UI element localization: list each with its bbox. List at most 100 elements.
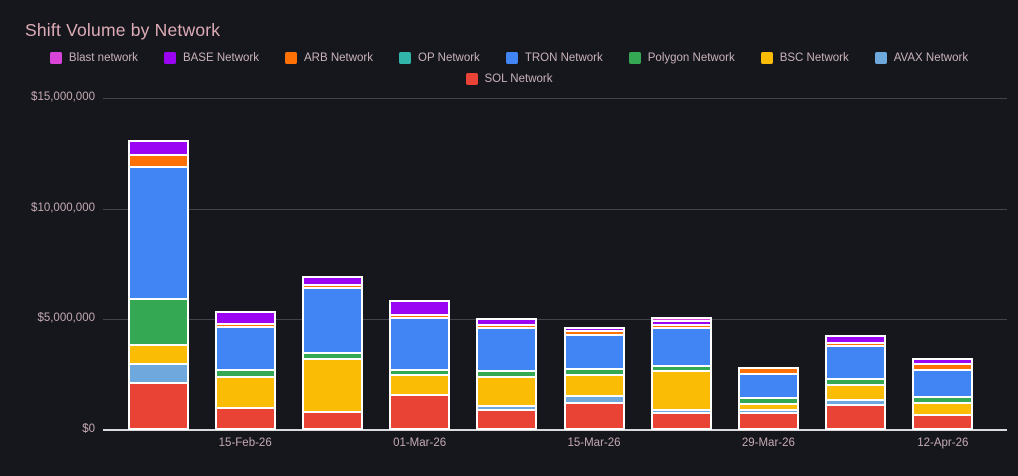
legend-swatch-arb-network — [285, 52, 297, 64]
bar-segment-avax-network[interactable] — [129, 363, 187, 383]
bar-segment-avax-network[interactable] — [739, 408, 797, 412]
legend-label: AVAX Network — [893, 52, 969, 64]
bar-segment-base-network[interactable] — [914, 358, 972, 363]
stacked-bar-4[interactable] — [389, 300, 451, 430]
legend-item-polygon-network[interactable]: Polygon Network — [628, 52, 735, 64]
legend-swatch-avax-network — [874, 52, 887, 64]
y-tick-label: $10,000,000 — [31, 201, 95, 214]
bar-segment-tron-network[interactable] — [129, 165, 187, 299]
bar-segment-tron-network[interactable] — [303, 287, 361, 353]
bar-segment-avax-network[interactable] — [478, 404, 536, 409]
stacked-bar-3[interactable] — [301, 276, 363, 430]
bar-segment-arb-network[interactable] — [652, 323, 710, 327]
bar-segment-sol-network[interactable] — [914, 414, 972, 428]
bar-segment-polygon-network[interactable] — [478, 370, 536, 377]
bar-segment-polygon-network[interactable] — [914, 396, 972, 403]
bar-segment-base-network[interactable] — [565, 326, 623, 331]
bar-segment-sol-network[interactable] — [216, 406, 274, 428]
legend-label: Polygon Network — [647, 52, 735, 64]
legend-item-blast-network[interactable]: Blast network — [49, 52, 138, 64]
bar-segment-bsc-network[interactable] — [565, 374, 623, 396]
bar-segment-polygon-network[interactable] — [391, 368, 449, 375]
bar-segment-base-network[interactable] — [129, 140, 187, 154]
bar-segment-avax-network[interactable] — [652, 408, 710, 413]
stacked-bar-8[interactable] — [737, 366, 799, 430]
stacked-bar-7[interactable] — [650, 317, 712, 430]
bar-segment-sol-network[interactable] — [391, 394, 449, 428]
bar-segment-base-network[interactable] — [478, 318, 536, 324]
bar-segment-sol-network[interactable] — [129, 382, 187, 428]
bar-segment-sol-network[interactable] — [303, 410, 361, 428]
legend-item-tron-network[interactable]: TRON Network — [505, 52, 603, 64]
bar-segment-polygon-network[interactable] — [827, 377, 885, 384]
stacked-bar-2[interactable] — [214, 311, 276, 430]
bar-segment-polygon-network[interactable] — [129, 298, 187, 344]
bar-segment-avax-network[interactable] — [565, 395, 623, 403]
bar-segment-base-network[interactable] — [827, 334, 885, 342]
bar-segment-sol-network[interactable] — [739, 411, 797, 428]
bar-segment-arb-network[interactable] — [129, 153, 187, 166]
legend-item-op-network[interactable]: OP Network — [399, 52, 480, 64]
bar-segment-arb-network[interactable] — [478, 323, 536, 327]
bar-segment-sol-network[interactable] — [827, 404, 885, 428]
bar-segment-bsc-network[interactable] — [827, 383, 885, 399]
bar-segment-arb-network[interactable] — [739, 366, 797, 374]
stacked-bar-5[interactable] — [476, 318, 538, 430]
bar-segment-tron-network[interactable] — [827, 344, 885, 378]
bar-segment-bsc-network[interactable] — [129, 343, 187, 364]
bar-segment-arb-network[interactable] — [565, 330, 623, 335]
legend-item-arb-network[interactable]: ARB Network — [285, 52, 373, 64]
y-tick-label: $15,000,000 — [31, 91, 95, 103]
legend-item-sol-network[interactable]: SOL Network — [465, 73, 553, 85]
bar-segment-base-network[interactable] — [216, 311, 274, 323]
bar-segment-arb-network[interactable] — [827, 341, 885, 345]
legend-item-bsc-network[interactable]: BSC Network — [760, 52, 849, 64]
y-tick-label: $5,000,000 — [37, 312, 95, 324]
legend-label: SOL Network — [484, 73, 553, 85]
bar-segment-bsc-network[interactable] — [652, 370, 710, 409]
bar-segment-sol-network[interactable] — [565, 402, 623, 428]
legend-label: Blast network — [68, 52, 138, 64]
bar-segment-bsc-network[interactable] — [216, 375, 274, 407]
bar-segment-base-network[interactable] — [391, 300, 449, 314]
bar-segment-base-network[interactable] — [303, 276, 361, 285]
bar-segment-polygon-network[interactable] — [565, 368, 623, 375]
bar-segment-polygon-network[interactable] — [652, 364, 710, 371]
stacked-bar-1[interactable] — [127, 140, 189, 430]
stacked-bar-10[interactable] — [912, 358, 974, 430]
bar-segment-bsc-network[interactable] — [739, 402, 797, 409]
legend-item-base-network[interactable]: BASE Network — [163, 52, 259, 64]
bar-segment-sol-network[interactable] — [478, 408, 536, 428]
legend-swatch-polygon-network — [628, 52, 641, 64]
bar-segment-arb-network[interactable] — [303, 284, 361, 288]
bar-segment-arb-network[interactable] — [391, 313, 449, 318]
stacked-bar-9[interactable] — [825, 334, 887, 430]
bar-segment-bsc-network[interactable] — [478, 376, 536, 405]
bar-segment-avax-network[interactable] — [827, 398, 885, 405]
bar-segment-polygon-network[interactable] — [739, 397, 797, 403]
x-tick-label: 12-Apr-26 — [917, 437, 969, 449]
bar-segment-polygon-network[interactable] — [303, 352, 361, 358]
legend-swatch-blast-network — [49, 52, 62, 64]
bar-segment-base-network[interactable] — [652, 320, 710, 324]
bar-segment-tron-network[interactable] — [914, 368, 972, 397]
legend-label: BSC Network — [779, 52, 849, 64]
bar-segment-tron-network[interactable] — [478, 326, 536, 371]
bar-segment-arb-network[interactable] — [914, 362, 972, 369]
bar-segment-arb-network[interactable] — [216, 322, 274, 326]
bar-segment-bsc-network[interactable] — [391, 374, 449, 395]
stacked-bar-6[interactable] — [563, 326, 625, 430]
legend-swatch-base-network — [163, 52, 176, 64]
legend-item-avax-network[interactable]: AVAX Network — [874, 52, 969, 64]
bar-segment-tron-network[interactable] — [652, 326, 710, 365]
bar-segment-tron-network[interactable] — [565, 334, 623, 369]
bar-segment-bsc-network[interactable] — [303, 357, 361, 411]
legend-swatch-sol-network — [465, 73, 478, 85]
bar-segment-tron-network[interactable] — [739, 373, 797, 398]
bar-segment-tron-network[interactable] — [216, 325, 274, 369]
bar-segment-sol-network[interactable] — [652, 412, 710, 428]
bar-segment-tron-network[interactable] — [391, 317, 449, 369]
bar-segment-polygon-network[interactable] — [216, 368, 274, 376]
bar-segment-blast-network[interactable] — [652, 317, 710, 321]
bar-segment-bsc-network[interactable] — [914, 402, 972, 415]
